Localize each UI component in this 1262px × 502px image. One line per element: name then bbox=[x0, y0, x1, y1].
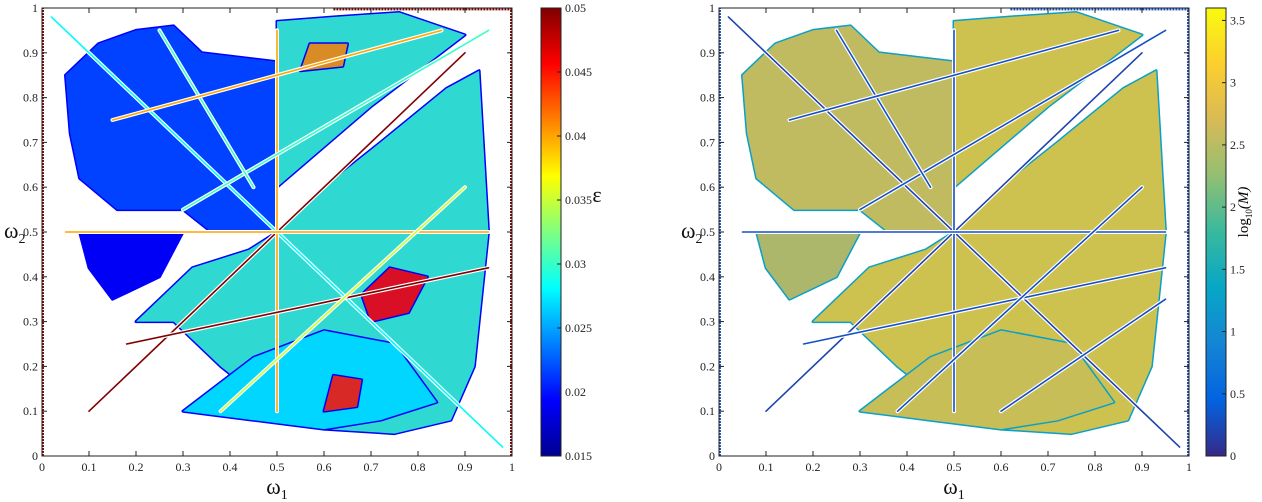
line-ray-c bbox=[859, 29, 1167, 211]
y-tick-label: 0.7 bbox=[23, 135, 38, 149]
x-tick-label: 0.6 bbox=[317, 460, 332, 474]
y-tick-label: 0.9 bbox=[700, 46, 715, 60]
x-tick-label: 0 bbox=[716, 460, 722, 474]
line-ray-f bbox=[1000, 298, 1167, 413]
colorbar-label: log10(M) bbox=[1236, 187, 1254, 238]
colorbar-tick-label: 3 bbox=[1230, 76, 1236, 90]
colorbar-tick-label: 1.5 bbox=[1230, 262, 1245, 276]
colorbar-tick-label: 0.015 bbox=[565, 449, 592, 463]
left-heatmap-panel: 0 0.1 0.2 0.3 0.4 0.5 0.6 0.7 0.8 0.9 1 0 0.1 0.2 0.3 0… bbox=[4, 1, 602, 502]
colorbar-tick-label: 0.025 bbox=[565, 321, 592, 335]
colorbar-tick-label: 2 bbox=[1230, 200, 1236, 214]
colorbar-tick-label: 0.02 bbox=[565, 385, 586, 399]
line-ray-d bbox=[158, 29, 255, 188]
colorbar-tick-label: 0.035 bbox=[565, 193, 592, 207]
x-tick-label: 0.4 bbox=[223, 460, 238, 474]
x-tick-label: 0.3 bbox=[853, 460, 868, 474]
colorbar-tick-label: 2.5 bbox=[1230, 138, 1245, 152]
colorbar-label-tail: (M) bbox=[1236, 187, 1252, 210]
y-tick-label: 1 bbox=[709, 1, 715, 15]
colorbar-tick-label: 0.05 bbox=[565, 1, 586, 15]
y-tick-label: 0.6 bbox=[700, 180, 715, 194]
region-lower-right-lobe bbox=[813, 70, 1166, 434]
x-axis-label: ω1 bbox=[266, 474, 287, 502]
y-axis-label: ω2 bbox=[4, 218, 25, 247]
x-tick-label: 1 bbox=[1186, 460, 1192, 474]
x-tick-label: 0.8 bbox=[411, 460, 426, 474]
colorbar-tick-label: 0.04 bbox=[565, 129, 586, 143]
x-tick-label: 0.4 bbox=[900, 460, 915, 474]
plot-area bbox=[42, 8, 512, 456]
plot-area bbox=[719, 8, 1189, 456]
colorbar-tick-label: 0.045 bbox=[565, 65, 592, 79]
line-ray-d bbox=[835, 29, 932, 188]
y-tick-label: 0.4 bbox=[700, 270, 715, 284]
x-tick-label: 0.8 bbox=[1088, 460, 1103, 474]
colorbar-tick-label: 0.5 bbox=[1230, 387, 1245, 401]
line-ray-b bbox=[896, 186, 1143, 413]
y-tick-label: 0.9 bbox=[23, 46, 38, 60]
region-lower-right-lobe bbox=[136, 70, 489, 434]
region-lower-bottom-lobe bbox=[183, 330, 437, 430]
colorbar-tick-label: 0.03 bbox=[565, 257, 586, 271]
x-tick-label: 0.1 bbox=[759, 460, 774, 474]
colorbar bbox=[1205, 7, 1227, 457]
y-tick-label: 0.5 bbox=[700, 225, 715, 239]
x-tick-label: 0.5 bbox=[270, 460, 285, 474]
x-tick-label: 0.9 bbox=[458, 460, 473, 474]
colorbar-label: ε bbox=[592, 182, 601, 207]
region-lower-bottom-lobe bbox=[860, 330, 1114, 430]
y-tick-label: 0.2 bbox=[23, 359, 38, 373]
line-ray-e bbox=[111, 29, 443, 121]
line-ray-b bbox=[219, 186, 466, 413]
colorbar-tick-label: 1 bbox=[1230, 325, 1236, 339]
x-tick-label: 0.7 bbox=[1041, 460, 1056, 474]
colorbar-tick-label: 3.5 bbox=[1230, 13, 1245, 27]
line-ray-a bbox=[125, 267, 490, 345]
y-tick-label: 0.2 bbox=[700, 359, 715, 373]
y-axis-label-sub: 2 bbox=[695, 232, 702, 247]
x-tick-label: 0.1 bbox=[82, 460, 97, 474]
x-tick-label: 0.2 bbox=[129, 460, 144, 474]
colorbar-label-sub: 10 bbox=[1244, 209, 1254, 219]
y-tick-label: 0 bbox=[709, 449, 715, 463]
y-tick-label: 0.7 bbox=[700, 135, 715, 149]
x-axis-label-sub: 1 bbox=[281, 488, 288, 502]
x-tick-label: 0.3 bbox=[176, 460, 191, 474]
y-tick-label: 1 bbox=[32, 1, 38, 15]
y-tick-label: 0.1 bbox=[23, 404, 38, 418]
y-axis-label: ω2 bbox=[681, 218, 702, 247]
y-tick-label: 0.4 bbox=[23, 270, 38, 284]
region-hot-spot-bottom bbox=[324, 375, 362, 412]
x-tick-label: 1 bbox=[509, 460, 515, 474]
line-ray-e bbox=[788, 29, 1120, 121]
x-tick-label: 0.9 bbox=[1135, 460, 1150, 474]
colorbar bbox=[540, 7, 562, 457]
x-tick-label: 0.7 bbox=[364, 460, 379, 474]
y-tick-label: 0.5 bbox=[23, 225, 38, 239]
y-tick-label: 0.1 bbox=[700, 404, 715, 418]
region-upper-low-wing bbox=[79, 232, 183, 300]
region-upper-low-wing bbox=[756, 232, 860, 300]
y-tick-label: 0.6 bbox=[23, 180, 38, 194]
y-tick-label: 0.3 bbox=[23, 315, 38, 329]
y-tick-label: 0.8 bbox=[700, 91, 715, 105]
x-tick-label: 0.2 bbox=[806, 460, 821, 474]
x-tick-label: 0.6 bbox=[994, 460, 1009, 474]
line-ray-a bbox=[802, 267, 1167, 345]
line-ray-c bbox=[182, 29, 490, 211]
x-tick-label: 0.5 bbox=[947, 460, 962, 474]
x-axis-label-sub: 1 bbox=[958, 488, 965, 502]
colorbar-tick-label: 0 bbox=[1230, 449, 1236, 463]
y-tick-label: 0 bbox=[32, 449, 38, 463]
y-axis-label-sub: 2 bbox=[18, 232, 25, 247]
x-tick-label: 0 bbox=[39, 460, 45, 474]
y-tick-label: 0.8 bbox=[23, 91, 38, 105]
region-hot-spot-center bbox=[361, 267, 428, 322]
right-heatmap-panel: 0 0.1 0.2 0.3 0.4 0.5 0.6 0.7 0.8 0.9 100.10.20.30… bbox=[681, 1, 1254, 502]
y-tick-label: 0.3 bbox=[700, 315, 715, 329]
x-axis-label: ω1 bbox=[943, 474, 964, 502]
